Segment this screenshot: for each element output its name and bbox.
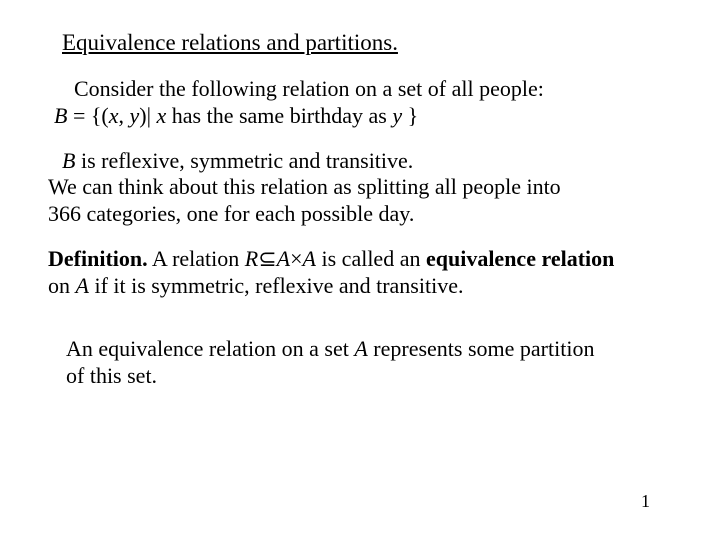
definition-line2: on A if it is symmetric, reflexive and t…	[48, 273, 672, 300]
definition-label: Definition.	[48, 246, 148, 271]
text-mid: )|	[139, 103, 156, 128]
intro-line2: B = {(x, y)| x has the same birthday as …	[48, 103, 672, 130]
slide-heading: Equivalence relations and partitions.	[48, 30, 672, 56]
text-eq: = {(	[67, 103, 108, 128]
slide-container: Equivalence relations and partitions. Co…	[0, 0, 720, 540]
paragraph-partition: An equivalence relation on a set A repre…	[48, 336, 672, 390]
paragraph-definition: Definition. A relation R⊆A×A is called a…	[48, 246, 672, 300]
reflexive-line2: We can think about this relation as spli…	[48, 174, 672, 201]
page-number: 1	[641, 491, 650, 512]
partition-text2: represents some partition	[368, 336, 595, 361]
equivalence-term: equivalence relation	[426, 246, 614, 271]
reflexive-text: is reflexive, symmetric and transitive.	[75, 148, 413, 173]
var-a-set: A	[354, 336, 367, 361]
text-birthday: has the same birthday as	[166, 103, 392, 128]
definition-line1: Definition. A relation R⊆A×A is called a…	[48, 246, 672, 273]
def-rest: if it is symmetric, reflexive and transi…	[89, 273, 464, 298]
var-b2: B	[62, 148, 75, 173]
var-r: R	[245, 246, 258, 271]
partition-line2: of this set.	[66, 363, 672, 390]
sym-times: ×	[290, 246, 302, 271]
reflexive-line3: 366 categories, one for each possible da…	[48, 201, 672, 228]
paragraph-reflexive: B is reflexive, symmetric and transitive…	[48, 148, 672, 228]
intro-line1: Consider the following relation on a set…	[48, 76, 672, 103]
reflexive-line1: B is reflexive, symmetric and transitive…	[48, 148, 672, 175]
var-y: y	[130, 103, 140, 128]
var-x2: x	[157, 103, 167, 128]
var-b: B	[54, 103, 67, 128]
sym-subset: ⊆	[258, 246, 276, 271]
var-x: x	[109, 103, 119, 128]
def-text1: A relation	[148, 246, 245, 271]
var-y2: y	[392, 103, 402, 128]
def-on: on	[48, 273, 76, 298]
text-comma: ,	[119, 103, 130, 128]
paragraph-intro: Consider the following relation on a set…	[48, 76, 672, 130]
partition-text1: An equivalence relation on a set	[66, 336, 354, 361]
var-a-on: A	[76, 273, 89, 298]
text-end: }	[402, 103, 418, 128]
def-text2: is called an	[316, 246, 426, 271]
partition-line1: An equivalence relation on a set A repre…	[66, 336, 672, 363]
var-a1: A	[277, 246, 290, 271]
var-a2: A	[303, 246, 316, 271]
